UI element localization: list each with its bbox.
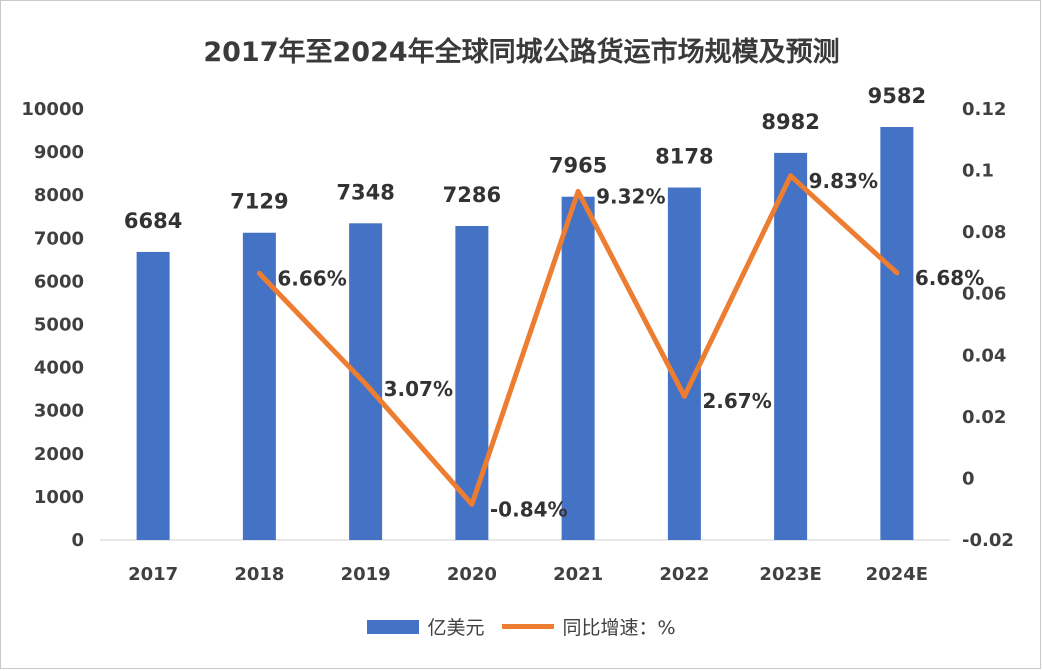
legend-bar-label: 亿美元 bbox=[427, 617, 485, 639]
bar bbox=[774, 152, 808, 540]
line-data-label: 2.67% bbox=[702, 389, 771, 413]
left-axis-tick-label: 0 bbox=[71, 530, 84, 551]
left-axis-tick-label: 7000 bbox=[34, 228, 84, 249]
left-axis-tick-label: 2000 bbox=[34, 444, 84, 465]
legend-item-bar: 亿美元 bbox=[367, 613, 484, 640]
line-data-label: 6.66% bbox=[277, 266, 346, 290]
x-axis-tick-label: 2023E bbox=[759, 564, 821, 585]
bar bbox=[136, 251, 170, 540]
left-axis-tick-label: 4000 bbox=[34, 358, 84, 379]
right-axis-tick-label: 0.04 bbox=[962, 345, 1006, 366]
growth-point bbox=[469, 501, 475, 507]
line-data-label: 3.07% bbox=[384, 377, 453, 401]
line-data-label: 9.32% bbox=[596, 185, 665, 209]
bar-data-label: 9582 bbox=[868, 84, 926, 108]
left-axis-tick-label: 5000 bbox=[34, 315, 84, 336]
left-axis: 0 1000 2000 3000 4000 5000 6000 7000 8000 9000 100… bbox=[21, 99, 84, 551]
right-axis-tick-label: 0.1 bbox=[962, 161, 994, 182]
legend-bar-swatch bbox=[367, 619, 420, 634]
bar bbox=[455, 225, 489, 541]
right-axis-tick-label: -0.02 bbox=[962, 530, 1014, 551]
bar bbox=[561, 196, 595, 540]
growth-point bbox=[363, 381, 369, 387]
line-data-label: -0.84% bbox=[490, 497, 568, 521]
growth-point bbox=[894, 270, 900, 276]
left-axis-tick-label: 8000 bbox=[34, 185, 84, 206]
bar-data-label: 7286 bbox=[443, 183, 501, 207]
x-axis-tick-label: 2020 bbox=[447, 564, 497, 585]
left-axis-tick-label: 6000 bbox=[34, 271, 84, 292]
growth-point bbox=[681, 393, 687, 399]
x-axis: 2017 2018 2019 2020 2021 2022 2023E 2024E bbox=[100, 539, 950, 585]
left-axis-tick-label: 9000 bbox=[34, 142, 84, 163]
right-axis-tick-label: 0 bbox=[962, 468, 975, 489]
bar-data-label: 6684 bbox=[124, 209, 182, 233]
left-axis-tick-label: 10000 bbox=[21, 99, 84, 120]
line-data-labels: 6.66% 3.07% -0.84% 9.32% 2.67% 9.83% 6.68% bbox=[277, 169, 984, 521]
line-data-label: 6.68% bbox=[915, 266, 984, 290]
x-axis-tick-label: 2018 bbox=[234, 564, 284, 585]
growth-point bbox=[256, 270, 262, 276]
bar-data-label: 7348 bbox=[336, 180, 394, 204]
x-axis-tick-label: 2024E bbox=[866, 564, 928, 585]
bar bbox=[880, 127, 914, 540]
bar-data-labels: 6684 7129 7348 7286 7965 8178 8982 9582 bbox=[124, 84, 926, 233]
left-axis-tick-label: 1000 bbox=[34, 487, 84, 508]
left-axis-tick-label: 3000 bbox=[34, 401, 84, 422]
right-axis-tick-label: 0.08 bbox=[962, 222, 1006, 243]
line-series bbox=[256, 173, 900, 507]
right-axis: -0.02 0 0.02 0.04 0.06 0.08 0.1 0.12 bbox=[962, 99, 1014, 551]
bar-data-label: 8982 bbox=[761, 110, 819, 134]
legend-item-line: 同比增速：% bbox=[502, 613, 676, 640]
x-axis-tick-label: 2021 bbox=[553, 564, 603, 585]
right-axis-tick-label: 0.06 bbox=[962, 284, 1006, 305]
legend-line-label: 同比增速：% bbox=[562, 617, 676, 639]
legend-line-swatch bbox=[502, 624, 555, 629]
x-axis-tick-label: 2017 bbox=[128, 564, 178, 585]
legend: 亿美元 同比增速：% bbox=[0, 613, 1043, 640]
growth-point bbox=[575, 189, 581, 195]
right-axis-tick-label: 0.12 bbox=[962, 99, 1006, 120]
right-axis-tick-label: 0.02 bbox=[962, 407, 1006, 428]
x-axis-tick-label: 2022 bbox=[659, 564, 709, 585]
chart-title: 2017年至2024年全球同城公路货运市场规模及预测 bbox=[203, 37, 840, 68]
bar-data-label: 7129 bbox=[230, 190, 288, 214]
x-axis-tick-label: 2019 bbox=[341, 564, 391, 585]
line-data-label: 9.83% bbox=[809, 169, 878, 193]
growth-point bbox=[788, 173, 794, 179]
bar bbox=[242, 232, 276, 540]
bar bbox=[667, 187, 701, 540]
bar-data-label: 8178 bbox=[655, 145, 713, 169]
bar-data-label: 7965 bbox=[549, 154, 607, 178]
